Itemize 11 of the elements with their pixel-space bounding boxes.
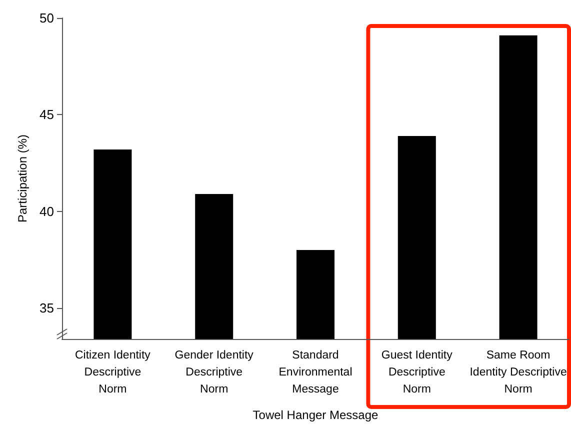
x-axis-title: Towel Hanger Message xyxy=(252,408,379,422)
x-tick-label: Citizen Identity Descriptive Norm xyxy=(74,350,151,396)
y-tick-label: 45 xyxy=(40,107,54,122)
x-tick-label: Guest Identity Descriptive Norm xyxy=(381,350,453,396)
y-tick-label: 40 xyxy=(40,204,54,219)
x-tick-label: Same Room Identity Descriptive Norm xyxy=(470,350,567,396)
y-axis-title: Participation (%) xyxy=(16,134,30,223)
x-tick-label: Gender Identity Descriptive Norm xyxy=(174,350,254,396)
y-tick-label: 35 xyxy=(40,300,54,316)
x-tick-label: Standard Environmental Message xyxy=(278,350,352,396)
y-tick-label: 50 xyxy=(40,10,54,26)
